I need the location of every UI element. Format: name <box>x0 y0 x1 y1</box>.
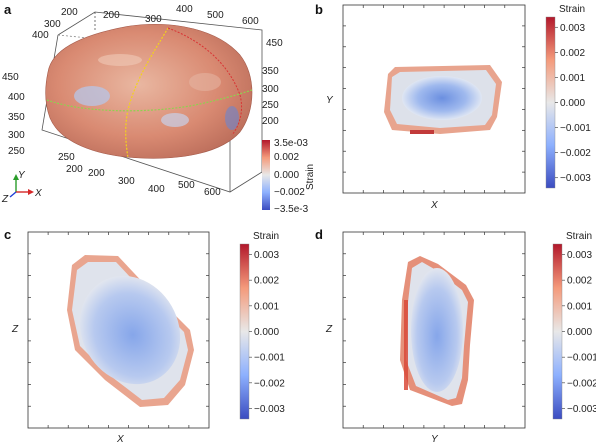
colorbar-tick-label: 0.000 <box>560 98 585 109</box>
colorbar-gradient <box>552 243 563 420</box>
colorbar-title: Strain <box>559 4 585 15</box>
colorbar-tick-label: 0.001 <box>560 73 585 84</box>
panel-d-ticks <box>343 232 525 428</box>
colorbar-tick-label: −0.002 <box>254 378 285 389</box>
colorbar-tick: −3.5e-3 <box>274 204 309 215</box>
tick-label: 400 <box>8 92 25 103</box>
tick-label: 250 <box>58 152 75 163</box>
panel-b-x-label: X <box>430 200 438 211</box>
tick-label: 400 <box>32 30 49 41</box>
colorbar-title: Strain <box>305 164 316 190</box>
axis-x-label: X <box>34 188 42 199</box>
panel-b-label: b <box>315 2 323 17</box>
colorbar-tick-label: 0.003 <box>560 23 585 34</box>
axis-y-label: Y <box>18 170 26 181</box>
colorbar-tick: 3.5e-03 <box>274 138 308 149</box>
panel-a: a 200 300 400 500 600 <box>1 2 316 215</box>
panel-d-slice <box>400 256 474 406</box>
panel-b-ticks <box>343 5 525 193</box>
colorbar-tick-label: 0.000 <box>254 327 279 338</box>
panel-d: d Y Z <box>315 227 526 442</box>
panel-d-colorbar: Strain 0.003 0.002 0.001 0.000 −0.001 −0.002 −0… <box>552 231 596 420</box>
panel-b-slice <box>384 65 502 134</box>
panel-c-y-label: Z <box>11 324 19 335</box>
panel-d-frame <box>342 231 526 429</box>
panel-b-y-label: Y <box>326 95 334 106</box>
colorbar-tick-label: −0.001 <box>560 123 591 134</box>
axis-z-label: Z <box>1 194 9 205</box>
colorbar-tick-label: 0.002 <box>567 276 592 287</box>
tick-label: 400 <box>148 184 165 195</box>
tick-label: 200 <box>61 7 78 18</box>
tick-label: 300 <box>262 84 279 95</box>
green-cut-line <box>46 89 253 112</box>
panel-c-colorbar: Strain 0.003 0.002 0.001 0.000 −0.001 −0.002 −0… <box>239 231 285 420</box>
colorbar-tick-label: 0.001 <box>254 301 279 312</box>
tick-label: 300 <box>44 19 61 30</box>
tick-label: 500 <box>207 10 224 21</box>
colorbar-gradient <box>239 243 250 420</box>
colorbar-tick-label: −0.001 <box>254 353 285 364</box>
colorbar-tick-label: −0.003 <box>567 404 596 415</box>
panel-b: b X Y <box>315 2 526 211</box>
tick-label: 250 <box>262 100 279 111</box>
colorbar-tick-label: −0.001 <box>567 353 596 364</box>
tick-label: 200 <box>262 116 279 127</box>
tick-label: 450 <box>2 72 19 83</box>
tick-label: 400 <box>176 4 193 15</box>
grain-3d-surface <box>45 24 253 159</box>
tick-label: 300 <box>118 176 135 187</box>
colorbar-tick-label: −0.003 <box>560 173 591 184</box>
colorbar-gradient <box>262 140 270 210</box>
tick-label: 200 <box>88 168 105 179</box>
colorbar-tick-label: −0.002 <box>560 148 591 159</box>
colorbar-tick-label: 0.003 <box>254 250 279 261</box>
yellow-cut-line <box>125 27 169 159</box>
tick-label: 200 <box>66 164 83 175</box>
panel-d-x-label: Y <box>431 434 439 442</box>
panel-d-label: d <box>315 227 323 242</box>
panel-c-slice <box>67 255 194 407</box>
panel-c-label: c <box>4 227 11 242</box>
colorbar-tick: 0.000 <box>274 170 299 181</box>
panel-a-colorbar: 3.5e-03 0.002 0.000 −0.002 −3.5e-3 Strai… <box>262 138 316 215</box>
colorbar-tick-label: 0.002 <box>560 48 585 59</box>
red-cut-line <box>167 27 243 136</box>
tick-label: 350 <box>8 112 25 123</box>
colorbar-tick: −0.002 <box>274 187 305 198</box>
tick-label: 300 <box>8 130 25 141</box>
colorbar-tick-label: 0.000 <box>567 327 592 338</box>
panel-a-label: a <box>4 2 12 17</box>
panel-c-x-label: X <box>116 434 124 442</box>
panel-c-frame <box>27 231 210 429</box>
panel-b-frame <box>342 4 526 194</box>
tick-label: 250 <box>8 146 25 157</box>
tick-label: 200 <box>103 10 120 21</box>
colorbar-tick-label: 0.001 <box>567 301 592 312</box>
orientation-axes-icon: Y Z X <box>1 170 42 205</box>
tick-label: 350 <box>262 66 279 77</box>
colorbar-tick-label: −0.002 <box>567 378 596 389</box>
colorbar-gradient <box>545 16 556 189</box>
panel-d-y-label: Z <box>325 324 333 335</box>
colorbar-title: Strain <box>566 231 592 242</box>
colorbar-tick-label: 0.002 <box>254 276 279 287</box>
colorbar-tick-label: 0.003 <box>567 250 592 261</box>
panel-b-colorbar: Strain 0.003 0.002 0.001 0.000 −0.001 −0.002 −0… <box>545 4 591 189</box>
panel-a-tick-labels: 200 300 400 500 600 400 300 200 450 400 … <box>2 4 283 198</box>
tick-label: 600 <box>242 16 259 27</box>
colorbar-tick-label: −0.003 <box>254 404 285 415</box>
tick-label: 450 <box>266 38 283 49</box>
panel-c-ticks <box>28 232 209 428</box>
colorbar-tick: 0.002 <box>274 152 299 163</box>
panel-c: c X Z <box>4 227 210 442</box>
tick-label: 500 <box>178 180 195 191</box>
colorbar-title: Strain <box>253 231 279 242</box>
tick-label: 600 <box>204 187 221 198</box>
tick-label: 300 <box>145 14 162 25</box>
